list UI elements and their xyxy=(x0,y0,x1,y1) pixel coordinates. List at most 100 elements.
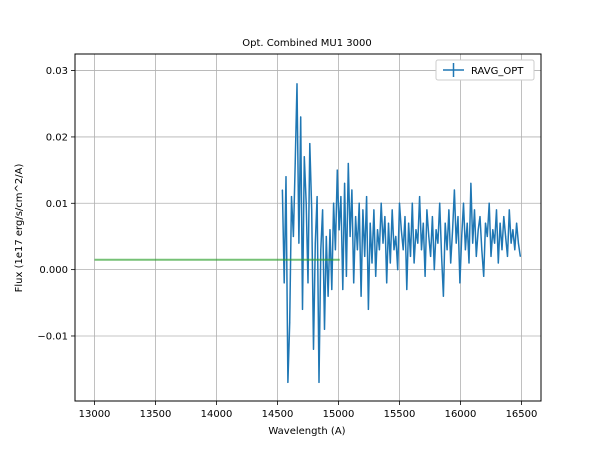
data-point xyxy=(428,235,430,238)
plot-frame xyxy=(74,53,542,402)
data-point xyxy=(446,249,448,251)
data-point xyxy=(333,202,335,204)
data-point xyxy=(409,255,412,257)
data-point xyxy=(490,255,492,257)
x-tick-label: 15000 xyxy=(323,409,355,420)
series-layer xyxy=(94,83,522,384)
data-point xyxy=(360,295,362,297)
data-point xyxy=(408,222,410,224)
data-point xyxy=(519,255,521,257)
data-point xyxy=(437,242,439,244)
data-point xyxy=(316,196,318,198)
data-point xyxy=(283,282,285,284)
data-point xyxy=(472,242,474,244)
data-point xyxy=(514,249,516,251)
data-point xyxy=(338,229,340,231)
data-point xyxy=(382,242,384,244)
data-point xyxy=(481,249,483,251)
x-tick-label: 15500 xyxy=(384,409,416,420)
y-tick-label: 0.02 xyxy=(46,132,68,143)
data-point xyxy=(378,249,380,251)
data-point xyxy=(298,242,300,244)
data-point xyxy=(426,209,428,211)
x-tick-label: 14000 xyxy=(201,409,233,420)
data-point xyxy=(292,235,294,238)
data-point xyxy=(376,229,379,231)
data-point xyxy=(320,249,322,251)
data-point xyxy=(411,202,413,204)
data-point xyxy=(442,295,445,297)
y-axis: −0.01 0.000 0.01 0.02 0.03 xyxy=(37,66,75,342)
x-tick-label: 13500 xyxy=(140,409,172,420)
data-point xyxy=(380,202,382,204)
data-point xyxy=(477,229,479,231)
data-point xyxy=(358,202,360,204)
data-point xyxy=(343,182,346,184)
data-point xyxy=(318,381,320,384)
data-point xyxy=(400,229,402,231)
data-point xyxy=(475,255,477,257)
y-tick-label: 0.03 xyxy=(46,66,68,77)
data-point xyxy=(462,202,465,204)
data-point xyxy=(353,282,355,284)
data-point xyxy=(420,249,423,251)
data-point xyxy=(311,209,313,211)
data-point xyxy=(510,242,512,244)
data-point xyxy=(424,275,426,277)
data-point xyxy=(345,275,348,277)
data-point xyxy=(351,189,353,191)
data-point xyxy=(334,249,337,251)
y-tick-label: 0.01 xyxy=(46,199,68,210)
data-point xyxy=(439,202,441,204)
data-point xyxy=(301,308,304,311)
data-point xyxy=(455,242,457,244)
data-point xyxy=(305,202,307,204)
data-point xyxy=(444,222,446,224)
data-point xyxy=(517,242,520,244)
data-point xyxy=(468,262,470,264)
data-point xyxy=(461,235,463,238)
data-point xyxy=(384,215,386,218)
data-point xyxy=(494,242,496,244)
data-point xyxy=(440,255,443,257)
data-point xyxy=(435,229,437,231)
data-point xyxy=(506,255,509,257)
ravg-opt-line xyxy=(281,83,522,384)
data-point xyxy=(386,282,388,284)
data-point xyxy=(323,328,326,330)
data-point xyxy=(453,189,455,191)
x-tick-label: 16000 xyxy=(445,409,477,420)
chart-title: Opt. Combined MU1 3000 xyxy=(242,38,371,49)
data-point xyxy=(397,269,399,271)
y-axis-label: Flux (1e17 erg/s/cm^2/A) xyxy=(14,164,25,293)
data-point xyxy=(404,215,406,218)
data-point xyxy=(495,209,498,211)
data-point xyxy=(501,249,503,251)
data-point xyxy=(486,235,488,238)
data-point xyxy=(300,116,302,118)
data-point xyxy=(356,249,359,251)
data-point xyxy=(296,83,298,85)
data-point xyxy=(451,229,454,231)
data-point xyxy=(362,209,364,211)
data-point xyxy=(503,215,505,218)
data-point xyxy=(369,222,371,224)
data-point xyxy=(398,202,401,204)
data-point xyxy=(349,235,351,238)
data-point xyxy=(466,222,468,224)
data-point xyxy=(459,282,461,284)
x-tick-label: 16500 xyxy=(506,409,538,420)
data-point xyxy=(303,156,305,158)
data-point xyxy=(342,288,344,291)
data-point xyxy=(327,295,329,297)
data-point xyxy=(364,255,366,257)
data-point xyxy=(429,255,432,257)
data-point xyxy=(417,242,419,244)
data-point xyxy=(367,308,369,311)
data-point xyxy=(413,262,415,264)
data-point xyxy=(389,262,391,264)
data-point xyxy=(354,215,357,218)
data-point xyxy=(329,229,331,231)
y-tick-label: −0.01 xyxy=(37,331,68,342)
data-point xyxy=(505,235,507,238)
